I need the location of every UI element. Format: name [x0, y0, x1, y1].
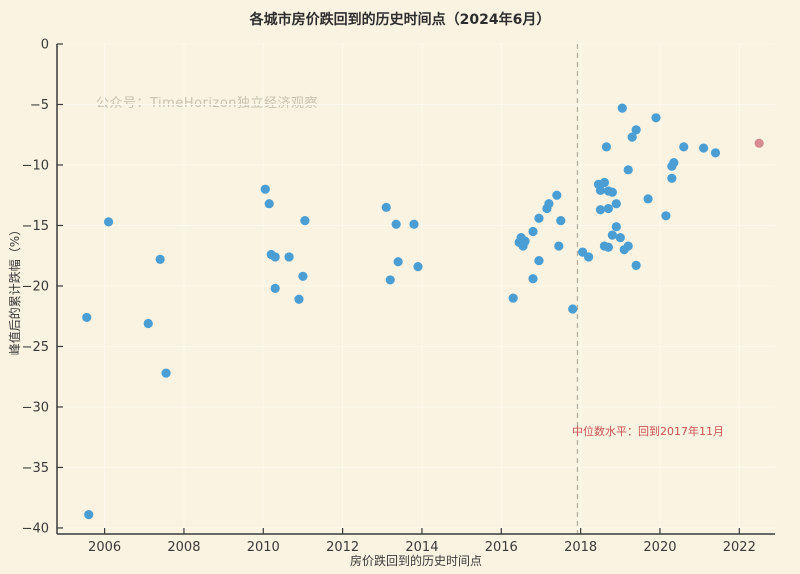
data-point	[528, 274, 538, 284]
data-point	[260, 184, 270, 194]
x-tick-label: 2006	[88, 540, 121, 555]
data-point	[270, 283, 280, 293]
data-point	[583, 252, 594, 262]
data-point	[393, 257, 403, 267]
x-tick-label: 2022	[723, 540, 756, 555]
x-tick-label: 2010	[247, 540, 280, 555]
x-tick-label: 2018	[564, 540, 597, 555]
y-tick-label: −30	[22, 400, 49, 415]
data-point	[534, 213, 544, 223]
data-point	[84, 510, 94, 520]
x-tick-label: 2008	[167, 540, 200, 555]
x-tick-label: 2012	[326, 540, 359, 555]
y-tick-label: −20	[22, 279, 49, 294]
watermark: 公众号：TimeHorizon独立经济观察	[96, 96, 319, 111]
data-point	[603, 242, 613, 252]
data-point	[294, 294, 304, 304]
data-point	[508, 293, 518, 303]
data-point	[661, 211, 671, 221]
data-point	[710, 148, 721, 158]
data-point	[679, 142, 689, 152]
data-point	[544, 199, 554, 209]
data-point	[298, 271, 308, 281]
data-point	[603, 203, 613, 214]
data-point	[631, 260, 641, 271]
data-point	[528, 226, 538, 237]
data-point	[631, 125, 641, 135]
data-point	[623, 241, 633, 251]
data-point	[615, 232, 625, 243]
median-annotation: 中位数水平：回到2017年11月	[572, 425, 724, 438]
x-tick-label: 2020	[643, 540, 676, 555]
data-point	[627, 132, 637, 142]
data-point	[520, 236, 530, 246]
data-point	[611, 222, 621, 232]
data-point	[413, 262, 423, 272]
data-point	[601, 142, 612, 152]
data-point	[595, 185, 606, 195]
y-tick-label: −10	[22, 158, 49, 173]
data-point	[617, 103, 627, 113]
data-point	[623, 165, 633, 175]
y-tick-label: 0	[41, 38, 49, 53]
data-point	[381, 202, 391, 212]
data-point	[607, 187, 617, 197]
data-point	[103, 217, 114, 227]
data-point	[611, 199, 621, 209]
data-point	[607, 230, 617, 240]
y-tick-label: −40	[22, 521, 49, 536]
y-tick-label: −35	[22, 461, 49, 476]
data-point	[409, 219, 419, 229]
data-point	[264, 199, 274, 209]
x-tick-label: 2014	[405, 540, 438, 555]
data-point	[651, 113, 661, 123]
data-point	[385, 275, 395, 285]
y-tick-label: −15	[22, 219, 49, 234]
data-point	[284, 252, 294, 262]
data-point	[391, 219, 401, 229]
data-point	[155, 254, 165, 264]
data-point	[552, 190, 562, 200]
data-point	[300, 216, 310, 226]
data-point	[161, 368, 171, 378]
y-tick-label: −25	[22, 340, 49, 355]
data-point	[669, 157, 679, 168]
data-point	[667, 173, 677, 183]
data-point	[270, 252, 280, 262]
data-point	[599, 177, 610, 188]
data-point	[643, 194, 653, 204]
chart-title: 各城市房价跌回到的历史时间点（2024年6月）	[249, 12, 551, 28]
data-point	[143, 318, 153, 329]
data-point	[754, 138, 764, 148]
x-axis-label: 房价跌回到的历史时间点	[349, 554, 482, 568]
x-tick-label: 2016	[485, 540, 518, 555]
data-point	[595, 205, 606, 215]
data-point	[568, 304, 578, 314]
data-point	[554, 241, 564, 251]
data-point	[82, 312, 92, 323]
data-point	[698, 143, 709, 153]
data-point	[556, 216, 566, 226]
y-tick-label: −5	[30, 98, 49, 113]
data-point	[534, 255, 544, 266]
